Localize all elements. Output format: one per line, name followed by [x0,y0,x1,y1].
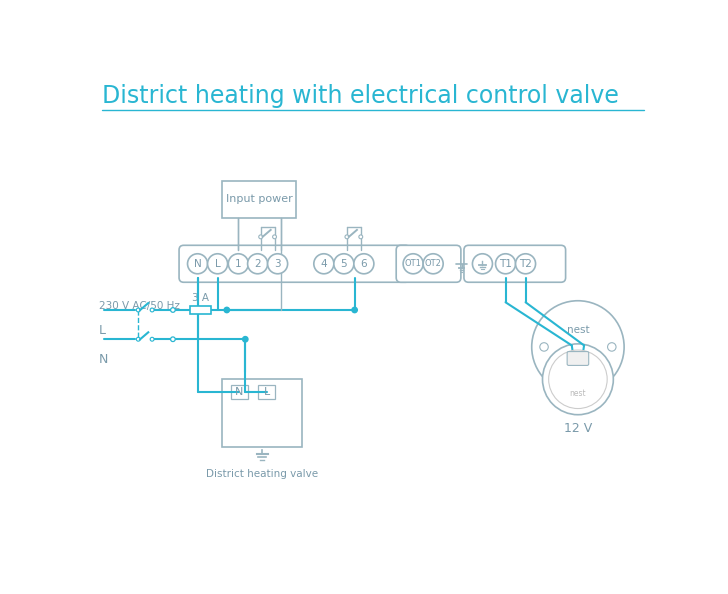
Circle shape [272,235,277,239]
Text: District heating with electrical control valve: District heating with electrical control… [102,84,619,108]
Text: 6: 6 [360,259,367,268]
Bar [222,380,302,447]
Circle shape [268,254,288,274]
Circle shape [136,308,141,312]
Text: 12 V: 12 V [563,422,592,435]
Circle shape [150,337,154,341]
Text: T2: T2 [519,259,532,268]
Text: L: L [99,324,106,337]
Circle shape [496,254,515,274]
Text: 4: 4 [320,259,327,268]
Circle shape [608,343,616,351]
FancyBboxPatch shape [464,245,566,282]
Bar [190,306,211,314]
Text: 3 A: 3 A [192,293,209,303]
Text: OT2: OT2 [424,259,442,268]
Circle shape [359,235,363,239]
Circle shape [258,235,263,239]
Text: nest: nest [566,325,589,335]
Text: 1: 1 [235,259,242,268]
Circle shape [150,308,154,312]
Circle shape [549,350,607,409]
Circle shape [207,254,228,274]
FancyBboxPatch shape [567,352,589,365]
Circle shape [354,254,374,274]
Circle shape [170,308,175,312]
Circle shape [224,307,229,312]
Circle shape [248,254,268,274]
Text: N: N [194,259,202,268]
Text: OT1: OT1 [405,259,422,268]
Text: nest: nest [569,388,586,397]
Circle shape [352,307,357,312]
Text: 5: 5 [341,259,347,268]
Text: 230 V AC/50 Hz: 230 V AC/50 Hz [99,301,180,311]
Bar [258,386,275,399]
Circle shape [170,337,175,342]
Circle shape [403,254,423,274]
Circle shape [136,337,141,341]
Text: District heating valve: District heating valve [206,469,318,479]
Circle shape [345,235,349,239]
Text: L: L [215,259,221,268]
Text: N: N [235,387,243,397]
Circle shape [242,337,248,342]
Circle shape [531,301,624,393]
Bar [231,386,248,399]
Text: T1: T1 [499,259,512,268]
Circle shape [334,254,354,274]
FancyBboxPatch shape [179,245,410,282]
FancyBboxPatch shape [396,245,461,282]
Circle shape [423,254,443,274]
Circle shape [515,254,536,274]
Circle shape [229,254,248,274]
Circle shape [188,254,207,274]
Circle shape [472,254,492,274]
Text: Input power: Input power [226,194,293,204]
Circle shape [539,343,548,351]
Bar [222,181,296,217]
Text: 2: 2 [254,259,261,268]
Text: L: L [264,387,270,397]
Text: 3: 3 [274,259,281,268]
Text: N: N [99,353,108,366]
Circle shape [314,254,334,274]
Circle shape [542,344,614,415]
